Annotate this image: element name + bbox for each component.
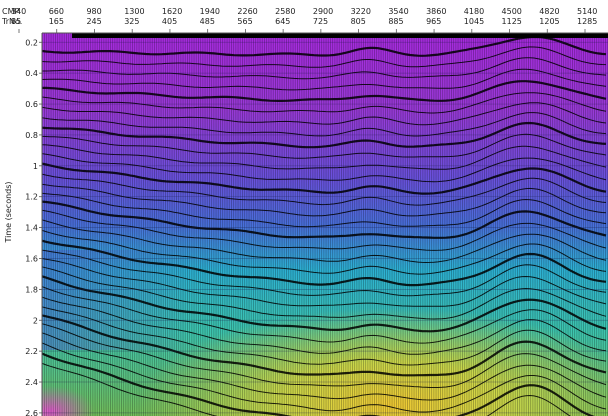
x-tick-trno-label: 1125 xyxy=(502,17,522,26)
x-tick-cmp-label: 4500 xyxy=(502,7,522,16)
x-tick-cmp-label: 3220 xyxy=(351,7,371,16)
reflector-line xyxy=(42,162,607,195)
cmp-label: CMP xyxy=(2,7,19,16)
y-tick-label: 2 xyxy=(33,316,38,325)
x-tick-cmp-label: 1940 xyxy=(200,7,220,16)
y-tick-label: 0.8 xyxy=(25,131,38,140)
x-tick-trno-label: 1045 xyxy=(464,17,484,26)
x-tick-cmp-label: 4180 xyxy=(464,7,484,16)
trno-label: TrNo. xyxy=(1,17,22,26)
reflector-line xyxy=(42,229,607,275)
x-tick-trno-label: 1205 xyxy=(539,17,559,26)
y-tick-label: 1.2 xyxy=(25,193,38,202)
reflector-line xyxy=(42,80,607,102)
reflector-line xyxy=(42,192,607,228)
reflector-line xyxy=(42,133,607,159)
x-tick-cmp-label: 1620 xyxy=(162,7,182,16)
plot-area xyxy=(42,33,608,416)
reflector-line xyxy=(42,266,607,320)
wiggle-traces xyxy=(42,33,608,416)
x-tick-trno-label: 885 xyxy=(388,17,403,26)
x-tick-cmp-label: 1300 xyxy=(124,7,144,16)
x-tick-trno-label: 725 xyxy=(313,17,328,26)
y-tick-label: 2.6 xyxy=(25,409,38,416)
reflector-line xyxy=(42,57,607,80)
x-tick-trno-label: 965 xyxy=(426,17,441,26)
reflector-line xyxy=(42,92,607,114)
reflector-line xyxy=(42,121,607,149)
reflector-line xyxy=(42,306,607,366)
x-tick-trno-label: 245 xyxy=(86,17,101,26)
y-tick-label: 0.2 xyxy=(25,38,38,47)
x-tick-trno-label: 165 xyxy=(49,17,64,26)
reflector-line xyxy=(42,342,607,413)
reflector-line xyxy=(42,35,607,57)
reflector-line xyxy=(42,200,607,239)
y-tick-label: 2.4 xyxy=(25,378,38,387)
x-tick-cmp-label: 980 xyxy=(86,7,101,16)
reflector-line xyxy=(42,314,607,377)
reflector-horizons xyxy=(42,35,607,416)
x-tick-cmp-label: 2900 xyxy=(313,7,333,16)
reflector-line xyxy=(42,249,607,297)
x-tick-cmp-label: 2260 xyxy=(237,7,257,16)
reflector-line xyxy=(42,332,607,401)
x-tick-trno-label: 1285 xyxy=(577,17,597,26)
reflector-line xyxy=(42,68,607,91)
x-tick-trno-label: 405 xyxy=(162,17,177,26)
y-tick-label: 1.8 xyxy=(25,285,38,294)
x-tick-cmp-label: 3540 xyxy=(388,7,408,16)
y-tick-label: 1.4 xyxy=(25,224,38,233)
reflector-line xyxy=(42,153,607,183)
reflector-line xyxy=(42,323,607,388)
reflector-line xyxy=(42,239,607,287)
y-tick-label: 2.2 xyxy=(25,347,38,356)
x-tick-cmp-label: 660 xyxy=(49,7,64,16)
y-tick-label: 1.6 xyxy=(25,254,38,263)
reflector-line xyxy=(42,144,607,170)
reflector-line xyxy=(42,275,607,333)
x-tick-cmp-label: 340 xyxy=(11,7,26,16)
y-tick-label: 1 xyxy=(33,162,38,171)
reflector-line xyxy=(42,352,595,416)
x-tick-cmp-label: 3860 xyxy=(426,7,446,16)
top-mute-bar xyxy=(72,33,608,38)
reflector-line xyxy=(42,219,607,264)
x-tick-cmp-label: 5140 xyxy=(577,7,597,16)
y-tick-label: 0.6 xyxy=(25,100,38,109)
horizontal-gridlines xyxy=(42,41,608,414)
x-tick-cmp-label: 4820 xyxy=(539,7,559,16)
reflector-line xyxy=(42,46,607,68)
reflector-line xyxy=(42,102,607,126)
x-tick-trno-label: 85 xyxy=(11,17,21,26)
x-tick-trno-label: 645 xyxy=(275,17,290,26)
x-tick-trno-label: 325 xyxy=(124,17,139,26)
y-tick-label: 0.4 xyxy=(25,69,38,78)
x-tick-trno-label: 805 xyxy=(351,17,366,26)
x-tick-trno-label: 485 xyxy=(200,17,215,26)
x-tick-trno-label: 565 xyxy=(237,17,252,26)
reflector-line xyxy=(42,183,607,217)
y-axis-title: Time (seconds) xyxy=(4,181,13,243)
x-tick-cmp-label: 2580 xyxy=(275,7,295,16)
reflector-line xyxy=(42,258,607,307)
y-axis-ticks: 0.2 0.4 0.6 0.8 1 1.2 1.4 1.6 1.8 2 2.2 2.4 2.6 xyxy=(25,38,42,416)
reflector-line xyxy=(42,362,571,416)
reflector-line xyxy=(42,296,607,355)
reflector-line xyxy=(42,286,607,344)
reflector-line xyxy=(42,112,607,137)
reflector-line xyxy=(42,173,607,206)
reflector-line xyxy=(42,209,607,251)
